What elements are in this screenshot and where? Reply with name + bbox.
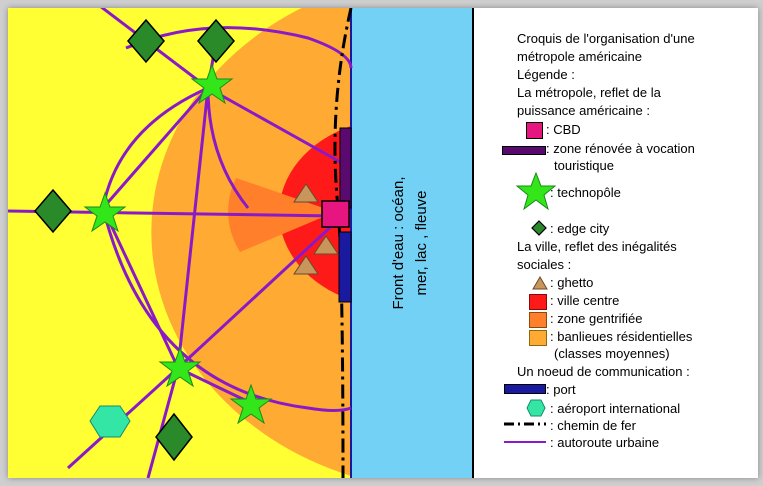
legend-section3: Un noeud de communication : bbox=[517, 364, 690, 379]
water-label-line2: mer, lac , fleuve bbox=[413, 190, 430, 295]
water-label-line1: Front d'eau : océan, bbox=[390, 177, 407, 310]
legend-zone-renovee-line1: : zone rénovée à vocation bbox=[546, 141, 695, 156]
legend: Croquis de l'organisation d'une métropol… bbox=[484, 16, 758, 476]
waterfront bbox=[351, 8, 473, 478]
highway bbox=[101, 86, 209, 209]
legend-section2-line1: La ville, reflet des inégalités bbox=[517, 239, 677, 254]
legend-autoroute: : autoroute urbaine bbox=[550, 435, 660, 450]
edge-city-diamond bbox=[127, 18, 165, 64]
ville-centre-legend-icon bbox=[529, 294, 547, 310]
edge-city-diamond bbox=[197, 18, 235, 64]
legend-box bbox=[473, 8, 758, 478]
ghetto-triangle bbox=[293, 255, 319, 275]
highway-legend-icon bbox=[504, 441, 546, 443]
ghetto-triangle bbox=[293, 183, 319, 203]
legend-banlieues-line1: : banlieues résidentielles bbox=[550, 329, 693, 344]
map-canvas: Front d'eau : océan, mer, lac , fleuve bbox=[8, 8, 758, 478]
legend-section1-line1: La métropole, reflet de la bbox=[517, 85, 661, 100]
legend-title-line1: Croquis de l'organisation d'une bbox=[517, 31, 695, 46]
banlieues-legend-icon bbox=[529, 330, 547, 346]
legend-banlieues-line2: (classes moyennes) bbox=[554, 346, 670, 361]
airport-legend-icon bbox=[526, 399, 546, 417]
edge-city-legend-icon bbox=[531, 220, 547, 236]
port bbox=[338, 231, 352, 303]
legend-heading: Légende : bbox=[517, 67, 575, 82]
legend-ghetto: : ghetto bbox=[550, 275, 594, 290]
legend-technopole: : technopôle bbox=[550, 185, 621, 200]
legend-section2-line2: sociales : bbox=[517, 257, 572, 272]
technopole-legend-icon bbox=[516, 172, 556, 210]
zone-renovee-legend-icon bbox=[502, 146, 546, 155]
port-legend-icon bbox=[504, 384, 546, 394]
legend-edge-city: : edge city bbox=[550, 221, 610, 236]
metropolis-diagram: Front d'eau : océan, mer, lac , fleuve C… bbox=[8, 8, 758, 478]
legend-zone-gentrifiee: : zone gentrifiée bbox=[550, 311, 643, 326]
legend-chemin-de-fer: : chemin de fer bbox=[550, 418, 636, 433]
legend-aeroport: : aéroport international bbox=[550, 401, 681, 416]
railway-legend-icon bbox=[504, 422, 546, 426]
cbd-legend-icon bbox=[526, 122, 543, 139]
highway bbox=[177, 366, 252, 405]
legend-zone-renovee-line2: touristique bbox=[554, 158, 614, 173]
legend-ville-centre: : ville centre bbox=[550, 293, 620, 308]
technopole-star bbox=[190, 63, 234, 105]
gentrified-legend-icon bbox=[529, 312, 547, 328]
airport-hexagon bbox=[89, 405, 131, 438]
highway bbox=[176, 221, 337, 370]
highway bbox=[101, 207, 352, 412]
cbd-square bbox=[321, 200, 350, 228]
edge-city-diamond bbox=[34, 188, 72, 234]
highway bbox=[206, 87, 250, 209]
edge-city-diamond bbox=[155, 412, 193, 462]
ghetto-legend-icon bbox=[532, 276, 548, 290]
legend-section1-line2: puissance américaine : bbox=[517, 103, 650, 118]
technopole-star bbox=[158, 346, 202, 388]
technopole-star bbox=[229, 383, 273, 425]
legend-title-line2: métropole américaine bbox=[517, 49, 643, 64]
ghetto-triangle bbox=[313, 235, 339, 255]
technopole-star bbox=[83, 191, 127, 233]
legend-port: : port bbox=[546, 382, 576, 397]
legend-cbd: : CBD bbox=[546, 122, 581, 137]
zone-renovee bbox=[339, 127, 352, 209]
